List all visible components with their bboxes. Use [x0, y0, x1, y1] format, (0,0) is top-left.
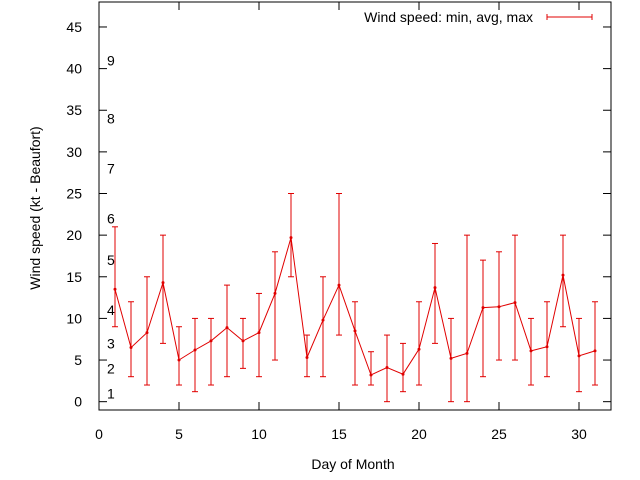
- error-bars: [112, 193, 598, 403]
- avg-point-day-5: [177, 358, 181, 362]
- beaufort-label-3: 3: [107, 335, 115, 351]
- x-tick-label-0: 0: [95, 426, 103, 442]
- error-bar-day-1: [112, 226, 118, 328]
- data-points: [113, 236, 597, 377]
- x-axis-ticks: 0 5 10 15 20 25 30: [95, 2, 587, 442]
- y-tick-label-1: 5: [74, 352, 82, 368]
- error-bar-day-9: [240, 317, 246, 369]
- x-tick-label-4: 20: [411, 426, 427, 442]
- avg-point-day-15: [337, 283, 341, 287]
- y-axis-label: Wind speed (kt - Beaufort): [27, 126, 43, 289]
- x-tick-label-3: 15: [331, 426, 347, 442]
- avg-point-day-31: [593, 349, 597, 353]
- x-tick-label-1: 5: [175, 426, 183, 442]
- beaufort-label-2: 2: [107, 360, 115, 376]
- beaufort-label-1: 1: [107, 385, 115, 401]
- avg-point-day-11: [273, 291, 277, 295]
- avg-point-day-14: [321, 318, 325, 322]
- y-tick-label-5: 25: [66, 186, 82, 202]
- error-bar-day-23: [464, 234, 470, 403]
- error-bar-day-2: [128, 301, 134, 378]
- avg-point-day-30: [577, 354, 581, 358]
- avg-point-day-3: [145, 331, 149, 335]
- avg-point-day-2: [129, 346, 133, 350]
- y-tick-label-6: 30: [66, 144, 82, 160]
- beaufort-label-5: 5: [107, 252, 115, 268]
- error-bar-day-3: [144, 276, 150, 386]
- beaufort-label-9: 9: [107, 52, 115, 68]
- avg-point-day-28: [545, 345, 549, 349]
- x-tick-label-6: 30: [571, 426, 587, 442]
- avg-point-day-17: [369, 373, 373, 377]
- error-bar-day-20: [416, 301, 422, 386]
- plot-frame: [98, 1, 612, 411]
- legend: Wind speed: min, avg, max: [364, 9, 593, 25]
- beaufort-label-6: 6: [107, 210, 115, 226]
- avg-point-day-27: [529, 349, 533, 353]
- y-tick-label-8: 40: [66, 61, 82, 77]
- x-axis-label: Day of Month: [311, 456, 394, 472]
- avg-point-day-12: [289, 236, 293, 240]
- avg-point-day-9: [241, 339, 245, 343]
- avg-point-day-13: [305, 356, 309, 360]
- beaufort-label-4: 4: [107, 302, 115, 318]
- error-bar-day-6: [192, 317, 198, 393]
- error-bar-day-7: [208, 317, 214, 386]
- error-bar-day-22: [448, 317, 454, 403]
- error-bar-day-16: [352, 301, 358, 386]
- avg-point-day-29: [561, 273, 565, 277]
- legend-label: Wind speed: min, avg, max: [364, 9, 533, 25]
- avg-point-day-22: [449, 356, 453, 360]
- y-tick-label-4: 20: [66, 227, 82, 243]
- x-tick-label-2: 10: [251, 426, 267, 442]
- avg-point-day-21: [433, 286, 437, 290]
- y-tick-label-2: 10: [66, 310, 82, 326]
- error-bar-day-4: [160, 234, 166, 344]
- avg-point-day-26: [513, 301, 517, 305]
- error-bar-day-11: [272, 251, 278, 361]
- legend-sample: [546, 14, 593, 20]
- avg-point-day-25: [497, 305, 501, 309]
- avg-point-day-10: [257, 331, 261, 335]
- error-bar-day-19: [400, 342, 406, 393]
- error-bar-day-31: [592, 301, 598, 386]
- beaufort-label-8: 8: [107, 111, 115, 127]
- avg-point-day-6: [193, 348, 197, 352]
- avg-point-day-18: [385, 366, 389, 370]
- beaufort-scale-labels: 1 2 3 4 5 6 7 8 9: [107, 52, 115, 401]
- error-bar-day-10: [256, 292, 262, 378]
- error-bar-day-5: [176, 326, 182, 386]
- avg-point-day-19: [401, 372, 405, 376]
- avg-point-day-20: [417, 347, 421, 351]
- error-bar-day-24: [480, 259, 486, 378]
- error-bar-day-21: [432, 242, 438, 344]
- y-tick-label-7: 35: [66, 102, 82, 118]
- y-tick-label-0: 0: [74, 394, 82, 410]
- avg-point-day-1: [113, 287, 117, 291]
- error-bar-day-8: [224, 284, 230, 378]
- error-bar-day-12: [288, 193, 294, 278]
- avg-point-day-7: [209, 339, 213, 343]
- y-tick-label-9: 45: [66, 19, 82, 35]
- error-bar-day-15: [336, 193, 342, 336]
- avg-point-day-23: [465, 351, 469, 355]
- avg-point-day-24: [481, 306, 485, 310]
- error-bar-day-29: [560, 234, 566, 328]
- beaufort-label-7: 7: [107, 161, 115, 177]
- y-tick-label-3: 15: [66, 269, 82, 285]
- error-bar-day-28: [544, 301, 550, 378]
- avg-point-day-8: [225, 326, 229, 330]
- error-bar-day-17: [368, 351, 374, 386]
- error-bar-day-14: [320, 276, 326, 378]
- x-tick-label-5: 25: [491, 426, 507, 442]
- avg-point-day-16: [353, 329, 357, 333]
- avg-point-day-4: [161, 281, 165, 285]
- error-bar-day-26: [512, 234, 518, 361]
